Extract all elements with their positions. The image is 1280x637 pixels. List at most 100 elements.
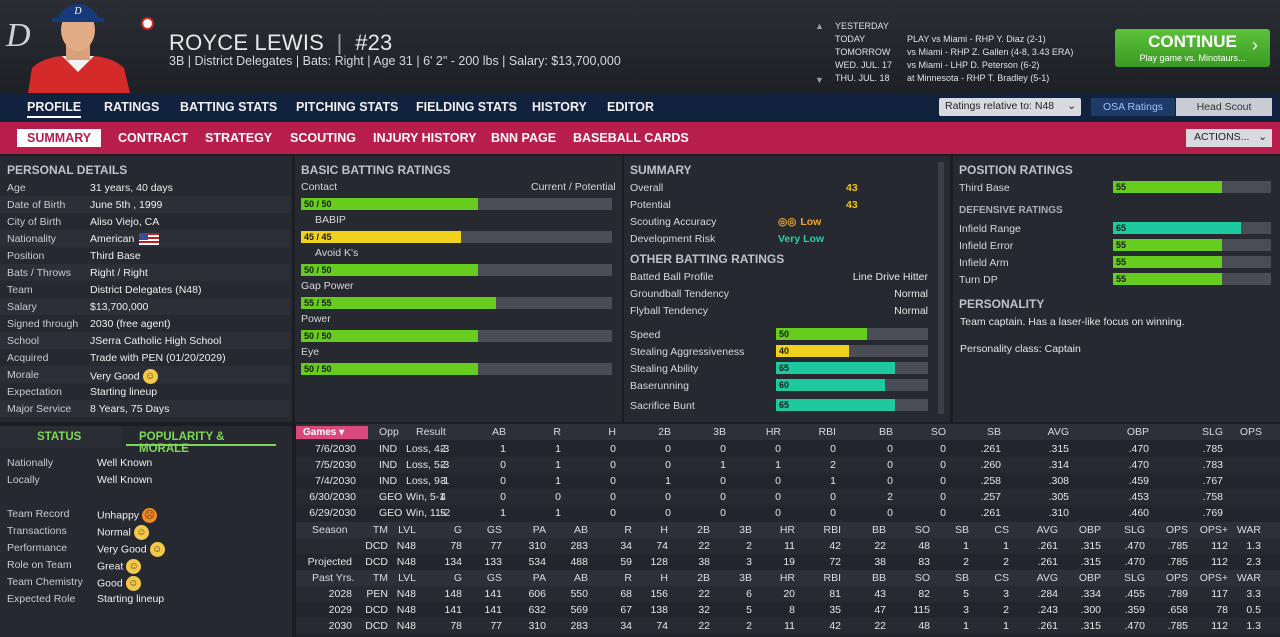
tab-popularity-morale[interactable]: POPULARITY & MORALE (126, 428, 276, 455)
detail-key: Salary (7, 301, 37, 313)
subtab-scouting[interactable]: SCOUTING (290, 131, 356, 145)
game-row[interactable]: 7/5/2030 IND Loss, 5-3 2 0 1 0 0 1 1 2 0 0.260.314.4… (296, 457, 1280, 473)
past-years-cell: .300 (1080, 604, 1101, 616)
game-cell: .257 (980, 491, 1001, 503)
schedule-row[interactable]: THU. JUL. 18 at Minnesota - RHP T. Bradle… (835, 73, 1050, 83)
game-row[interactable]: 6/29/2030 GEO Win, 11-2 5 1 1 0 0 0 0 0 0 0 .261 .310.… (296, 505, 1280, 521)
column-header: AVG (1036, 524, 1058, 536)
column-header: OPS (1239, 426, 1262, 438)
detail-key: School (7, 335, 40, 347)
past-years-row[interactable]: 2028 PEN N48 148 141 606 550 68 156 22 6 20 81 43 82 5 3… (296, 586, 1280, 602)
rating-label: Stealing Ability (630, 363, 699, 375)
scrollbar[interactable] (938, 162, 944, 414)
season-cell: 128 (650, 556, 668, 568)
season-cell: Projected (307, 556, 352, 568)
tab-profile[interactable]: PROFILE (27, 100, 82, 118)
detail-value: June 5th , 1999 (90, 199, 163, 211)
schedule-row[interactable]: TOMORROW vs Miami - RHP Z. Gallen (4-8, 3… (835, 47, 1074, 57)
game-cell: 6/30/2030 (309, 491, 356, 503)
game-cell: .785 (1202, 443, 1223, 455)
subtab-bnn-page[interactable]: BNN PAGE (491, 131, 557, 145)
season-cell: 1.3 (1246, 540, 1261, 552)
detail-key: Major Service (7, 403, 72, 415)
game-row[interactable]: 7/4/2030 IND Loss, 9-1 3 0 1 0 1 0 0 1 0 0 .258 .308 .4… (296, 473, 1280, 489)
position-panel: POSITION RATINGS Third Base 55 DEFENSIVE R… (953, 156, 1280, 422)
past-years-cell: 68 (620, 588, 632, 600)
tab-fielding-stats[interactable]: FIELDING STATS (416, 100, 517, 114)
rating-value: 55 (1116, 240, 1127, 250)
stats-table: Games ▾ Opp Result AB R H 2B 3B HR RBI BB SO SB AVG OB… (296, 424, 1280, 637)
game-cell: 1 (720, 459, 726, 471)
past-years-cell: 2 (746, 620, 752, 632)
game-cell: .470 (1128, 443, 1149, 455)
column-header: SO (930, 426, 946, 438)
detail-row: Age 31 years, 40 days (0, 179, 290, 196)
detail-value: District Delegates (N48) (90, 284, 202, 296)
subtab-baseball-cards[interactable]: BASEBALL CARDS (573, 131, 689, 145)
actions-dropdown[interactable]: ACTIONS... ⌄ (1186, 129, 1272, 147)
past-years-row[interactable]: 2030 DCD N48 78 77 310 283 34 74 22 2 11 42 22 48 1 1.26… (296, 618, 1280, 634)
tab-batting-stats[interactable]: BATTING STATS (180, 100, 278, 114)
column-header: R (624, 524, 632, 536)
tab-pitching-stats[interactable]: PITCHING STATS (296, 100, 399, 114)
column-header: SLG (1123, 572, 1145, 584)
detail-row: Expectation Starting lineup (0, 383, 290, 400)
game-cell: 1 (665, 475, 671, 487)
column-header: AVG (1047, 426, 1069, 438)
season-cell: .785 (1167, 556, 1188, 568)
subtab-injury-history[interactable]: INJURY HISTORY (373, 131, 477, 145)
tab-status[interactable]: STATUS (0, 426, 122, 448)
game-cell: 0 (720, 491, 726, 503)
subtab-contract[interactable]: CONTRACT (118, 131, 189, 145)
games-dropdown[interactable]: Games ▾ (296, 426, 368, 439)
column-header: H (660, 572, 668, 584)
past-years-row[interactable]: 2029 DCD N48 141 141 632 569 67 138 32 5 8 35 47 115 3 2… (296, 602, 1280, 618)
season-cell: 38 (698, 556, 710, 568)
rating-label: Eye (301, 346, 320, 358)
game-row[interactable]: 6/30/2030 GEO Win, 5-1 4 0 0 0 0 0 0 0 2 0 .257 .305 .4… (296, 489, 1280, 505)
tab-editor[interactable]: EDITOR (607, 100, 654, 114)
past-years-cell: 141 (444, 604, 462, 616)
game-cell: 0 (665, 507, 671, 519)
detail-key: Signed through (7, 318, 79, 330)
column-header: LVL (398, 524, 416, 536)
rating-value: 50 / 50 (304, 364, 332, 374)
schedule-row[interactable]: TODAY PLAY vs Miami - RHP Y. Diaz (2-1) (835, 34, 1046, 44)
season-cell: 2 (963, 556, 969, 568)
column-header: SLG (1201, 426, 1223, 438)
column-header: BB (878, 426, 893, 438)
summary-panel: SUMMARY Overall 43 Potential 43 Scouting Acc… (624, 156, 950, 422)
chevron-up-icon[interactable]: ▲ (815, 21, 824, 31)
past-years-cell: 74 (656, 620, 668, 632)
schedule-row[interactable]: YESTERDAY (835, 21, 889, 31)
schedule-row[interactable]: WED. JUL. 17 vs Miami - LHP D. Peterson (… (835, 60, 1040, 70)
game-row[interactable]: 7/6/2030 IND Loss, 4-3 2 1 1 0 0 0 0 0 0 0 .261 .315 .4… (296, 441, 1280, 457)
head-scout-toggle[interactable]: Head Scout (1176, 98, 1272, 116)
season-cell: 2 (746, 540, 752, 552)
tab-history[interactable]: HISTORY (532, 100, 587, 114)
season-row[interactable]: DCD N48 78 77 310 283 34 74 22 2 11 42 22 48 1 1.261.31… (296, 538, 1280, 554)
column-header: AVG (1036, 572, 1058, 584)
game-cell: 0 (610, 475, 616, 487)
player-name: ROYCE LEWIS | #23 (169, 30, 393, 55)
ratings-relative-select[interactable]: Ratings relative to: N48 ⌄ (939, 98, 1081, 116)
rating-value: 50 (779, 329, 790, 339)
subtab-summary[interactable]: SUMMARY (17, 129, 102, 147)
game-cell: 0 (555, 491, 561, 503)
section-title: OTHER BATTING RATINGS (630, 252, 785, 266)
chevron-down-icon[interactable]: ▼ (815, 75, 824, 85)
game-cell: 0 (887, 459, 893, 471)
osa-ratings-toggle[interactable]: OSA Ratings (1091, 98, 1175, 116)
column-header: SO (914, 572, 930, 584)
continue-button[interactable]: CONTINUE Play game vs. Minotaurs... › (1115, 29, 1270, 67)
column-header: H (608, 426, 616, 438)
game-cell: 0 (610, 491, 616, 503)
column-header: AB (573, 572, 588, 584)
season-row[interactable]: Projected DCD N48 134 133 534 488 59 128 38 3 19 72 3… (296, 554, 1280, 570)
rating-bar-fill (301, 264, 479, 276)
subtab-strategy[interactable]: STRATEGY (205, 131, 273, 145)
tab-ratings[interactable]: RATINGS (104, 100, 160, 114)
past-years-cell: 115 (913, 604, 930, 616)
detail-row: Bats / Throws Right / Right (0, 264, 290, 281)
rating-bar: 50 / 50 (301, 264, 612, 276)
